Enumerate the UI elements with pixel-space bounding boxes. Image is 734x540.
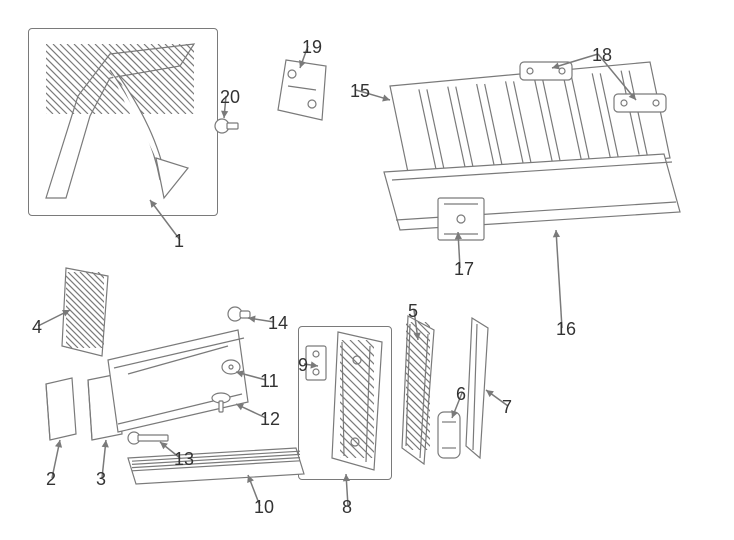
callout-8: 8 bbox=[342, 498, 352, 516]
callout-15: 15 bbox=[350, 82, 370, 100]
callout-6: 6 bbox=[456, 385, 466, 403]
callout-19: 19 bbox=[302, 38, 322, 56]
callout-18: 18 bbox=[592, 46, 612, 64]
callout-13: 13 bbox=[174, 450, 194, 468]
callout-3: 3 bbox=[96, 470, 106, 488]
callout-5: 5 bbox=[408, 302, 418, 320]
callout-4: 4 bbox=[32, 318, 42, 336]
callout-7: 7 bbox=[502, 398, 512, 416]
callout-14: 14 bbox=[268, 314, 288, 332]
callout-2: 2 bbox=[46, 470, 56, 488]
callout-9: 9 bbox=[298, 356, 308, 374]
callout-17: 17 bbox=[454, 260, 474, 278]
callout-11: 11 bbox=[260, 372, 279, 390]
callout-1: 1 bbox=[174, 232, 184, 250]
callout-10: 10 bbox=[254, 498, 274, 516]
callout-12: 12 bbox=[260, 410, 280, 428]
callout-20: 20 bbox=[220, 88, 240, 106]
callout-16: 16 bbox=[556, 320, 576, 338]
parts-diagram: 1234567891011121314151617181920 bbox=[0, 0, 734, 540]
